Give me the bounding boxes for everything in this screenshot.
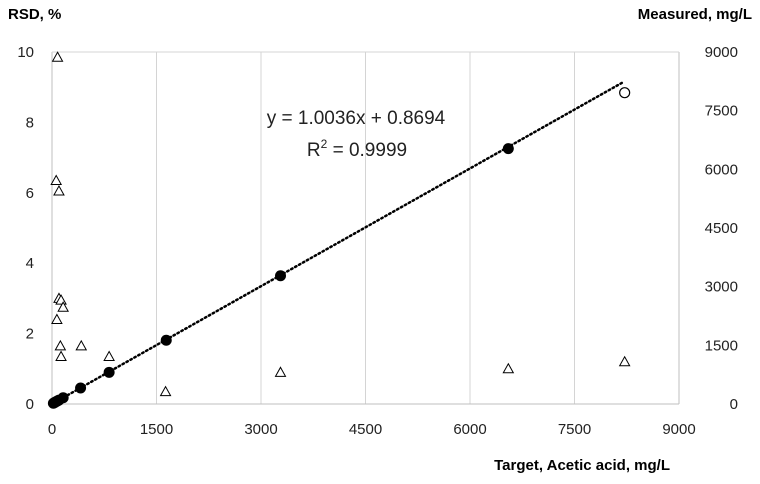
x-tick-label: 3000	[244, 421, 277, 438]
y-left-tick-label: 6	[26, 185, 34, 202]
x-axis-title: Target, Acetic acid, mg/L	[494, 457, 670, 474]
data-points	[47, 51, 631, 409]
y-right-tick-label: 4500	[705, 220, 738, 237]
trendline	[50, 80, 625, 406]
axes	[51, 51, 680, 405]
x-tick-label: 1500	[140, 421, 173, 438]
rsd-triangle-point	[502, 362, 515, 374]
rsd-triangle-point	[54, 339, 67, 351]
rsd-triangle-point	[75, 339, 88, 351]
rsd-triangle-point	[159, 385, 172, 397]
rsd-triangle-point	[53, 185, 65, 196]
rsd-triangle-point	[274, 366, 287, 377]
x-tick-label: 9000	[662, 421, 695, 438]
r-squared-superscript: 2	[321, 137, 328, 151]
x-tick-label: 6000	[453, 421, 486, 438]
y-right-tick-label: 6000	[705, 161, 738, 178]
measured-filled-point	[502, 143, 514, 155]
rsd-triangle-point	[55, 350, 67, 361]
r-squared-value: = 0.9999	[327, 140, 407, 161]
rsd-triangle-point	[51, 313, 63, 325]
tick-labels: 0 1500 3000 4500 6000 7500 9000 0 2 4 6 8 10 0 1500 300…	[17, 44, 738, 438]
measured-open-point	[619, 87, 631, 99]
rsd-triangle-point	[50, 174, 63, 185]
rsd-triangle-point	[51, 51, 64, 62]
trendline-group	[50, 80, 625, 406]
y-left-tick-label: 8	[26, 114, 34, 131]
y-right-tick-label: 0	[730, 396, 738, 413]
measured-filled-point	[103, 366, 115, 378]
rsd-triangle-point	[103, 350, 115, 361]
y-left-tick-label: 4	[26, 255, 34, 272]
y-right-tick-label: 3000	[705, 279, 738, 296]
y-right-tick-label: 1500	[705, 337, 738, 354]
r-squared-label: R2 = 0.9999	[307, 137, 407, 161]
measured-filled-point	[275, 270, 287, 282]
y-right-tick-label: 7500	[705, 103, 738, 120]
y-left-axis-title: RSD, %	[8, 6, 62, 23]
x-tick-label: 7500	[558, 421, 591, 438]
regression-equation: y = 1.0036x + 0.8694	[267, 108, 446, 129]
measured-filled-point	[160, 334, 172, 346]
measured-filled-point	[75, 382, 87, 394]
y-right-axis-title: Measured, mg/L	[637, 6, 752, 23]
y-right-tick-label: 9000	[705, 44, 738, 61]
x-tick-label: 4500	[349, 421, 382, 438]
y-left-tick-label: 0	[26, 396, 34, 413]
rsd-triangle-point	[57, 301, 69, 312]
y-left-tick-label: 2	[26, 326, 34, 343]
measured-filled-point	[57, 392, 69, 404]
annotations: y = 1.0036x + 0.8694 R2 = 0.9999	[267, 108, 446, 161]
x-tick-label: 0	[48, 421, 56, 438]
rsd-triangle-point	[618, 355, 631, 367]
y-left-tick-label: 10	[17, 44, 34, 61]
r-squared-prefix: R	[307, 140, 321, 161]
